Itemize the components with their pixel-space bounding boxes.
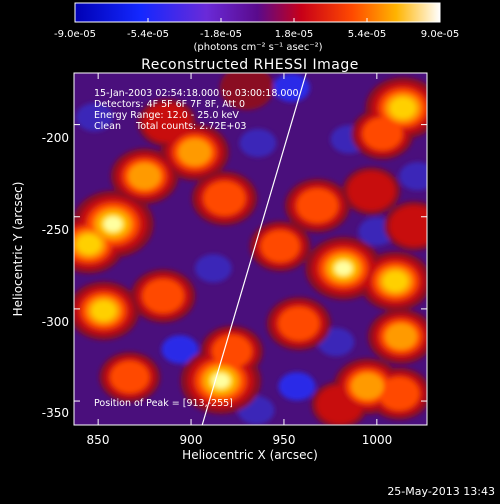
emission-source <box>104 216 122 232</box>
negative-source <box>76 103 113 132</box>
plot-frame <box>73 72 428 426</box>
emission-source <box>296 188 339 223</box>
colorbar: -9.0e-05 -5.4e-05 -1.8e-05 1.8e-05 5.4e-… <box>54 2 459 53</box>
y-axis-tick-label: -200 <box>42 131 69 145</box>
emission-source <box>347 171 395 211</box>
emission-source <box>383 271 408 292</box>
colorbar-tick-label: 5.4e-05 <box>348 29 386 40</box>
emission-source <box>203 181 246 216</box>
colorbar-tick-label: -1.8e-05 <box>200 29 242 40</box>
heatmap-blobs <box>74 73 427 425</box>
negative-source <box>161 335 199 364</box>
x-axis-tick-label: 950 <box>273 433 296 447</box>
negative-source <box>272 73 310 102</box>
negative-source <box>194 254 232 283</box>
peak-position-label: Position of Peak = [913,-255] <box>94 398 233 409</box>
y-axis-ticks <box>74 124 427 402</box>
colorbar-unit-label: (photons cm⁻² s⁻¹ asec⁻²) <box>193 42 322 53</box>
y-axis-tick-label: -350 <box>42 406 69 420</box>
emission-source <box>211 373 230 389</box>
emission-source <box>389 205 427 247</box>
colorbar-tick-label: -5.4e-05 <box>127 29 169 40</box>
x-axis-tick-label: 900 <box>180 433 203 447</box>
emission-source <box>362 117 403 151</box>
x-axis-label: Heliocentric X (arcsec) <box>182 448 318 462</box>
colorbar-gradient <box>74 2 441 23</box>
emission-source <box>110 361 150 394</box>
negative-source <box>239 128 277 158</box>
emission-source <box>76 234 101 255</box>
emission-source <box>335 261 352 276</box>
emission-source <box>378 376 420 411</box>
emission-source <box>278 306 320 341</box>
info-line-time: 15-Jan-2003 02:54:18.000 to 03:00:18.000 <box>94 88 299 99</box>
info-line-detectors: Detectors: 4F 5F 6F 7F 8F, Att 0 <box>94 99 245 110</box>
emission-source <box>219 73 274 110</box>
info-line-counts: Clean Total counts: 2.72E+03 <box>94 121 246 132</box>
heatmap-area <box>74 73 427 425</box>
negative-source <box>278 372 316 401</box>
negative-source <box>399 161 427 191</box>
plot-annotations: 15-Jan-2003 02:54:18.000 to 03:00:18.000… <box>94 88 299 409</box>
x-axis-ticks <box>97 73 378 425</box>
emission-source <box>128 162 161 190</box>
y-axis-tick-label: -250 <box>42 223 69 237</box>
emission-source <box>212 334 252 368</box>
footer-timestamp: 25-May-2013 13:43 <box>387 485 495 498</box>
x-axis-tick-label: 850 <box>87 433 110 447</box>
emission-source <box>143 103 191 143</box>
emission-source <box>91 300 116 321</box>
emission-source <box>351 372 384 400</box>
emission-source <box>385 323 417 350</box>
colorbar-tick-label: 1.8e-05 <box>275 29 313 40</box>
emission-source <box>390 97 416 119</box>
solar-limb-line <box>201 73 307 425</box>
info-line-energy: Energy Range: 12.0 - 25.0 keV <box>94 110 239 121</box>
emission-source <box>260 230 300 263</box>
colorbar-tick-label: 9.0e-05 <box>421 29 459 40</box>
chart-title: Reconstructed RHESSI Image <box>141 57 359 73</box>
x-axis-tick-label: 1000 <box>362 433 393 447</box>
emission-source <box>142 278 184 314</box>
y-axis-tick-label: -300 <box>42 315 69 329</box>
colorbar-tick-label: -9.0e-05 <box>54 29 96 40</box>
colorbar-ticks <box>74 18 441 22</box>
y-axis-label: Heliocentric Y (arcsec) <box>11 182 25 317</box>
emission-source <box>178 138 212 166</box>
